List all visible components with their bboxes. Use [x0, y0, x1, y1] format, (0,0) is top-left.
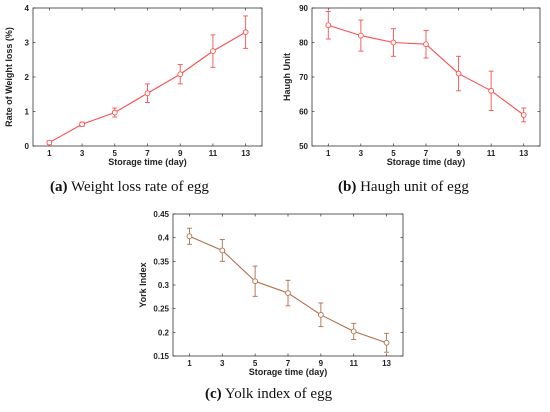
data-point [186, 233, 193, 240]
plot-area-frame [311, 7, 541, 147]
x-tick-label: 1 [326, 149, 331, 158]
y-tick-label: 80 [299, 39, 308, 48]
y-tick-label: 0.35 [153, 257, 169, 266]
x-tick-label: 3 [220, 359, 225, 368]
data-point [358, 32, 364, 39]
x-axis-label: Storage time (day) [387, 157, 466, 167]
x-tick-label: 1 [187, 359, 192, 368]
data-point [318, 311, 324, 318]
y-tick-label: 60 [299, 108, 308, 117]
x-tick-label: 13 [382, 359, 391, 368]
x-tick-label: 13 [241, 149, 250, 158]
x-axis-label: Storage time (day) [249, 367, 328, 377]
caption-c: (c) Yolk index of egg [205, 386, 332, 403]
y-tick-label: 1 [25, 108, 30, 117]
data-point [144, 90, 151, 97]
y-tick-label: 90 [299, 4, 308, 13]
data-point [325, 22, 332, 29]
y-tick-label: 2 [25, 73, 30, 82]
y-tick-label: 0 [25, 142, 30, 151]
y-tick-label: 4 [25, 4, 30, 13]
data-point [423, 41, 429, 48]
x-tick-label: 5 [253, 359, 258, 368]
x-tick-label: 7 [145, 149, 150, 158]
y-tick-label: 0.2 [158, 328, 170, 337]
caption-b-tag: (b) [338, 179, 357, 195]
y-axis-label: Rate of Weight loss (%) [4, 27, 14, 127]
caption-b: (b) Haugh unit of egg [338, 179, 469, 196]
data-point [252, 278, 258, 285]
data-point [488, 87, 494, 94]
data-point [219, 247, 226, 254]
caption-b-text: Haugh unit of egg [360, 179, 469, 195]
data-point [46, 139, 53, 146]
y-tick-label: 0.4 [158, 234, 170, 243]
x-tick-label: 7 [424, 149, 429, 158]
chart-panel-c: 1 3 5 7 9 11 130.150.20.250.30.350.40.45Storag… [138, 210, 404, 377]
plot-area-frame [32, 7, 263, 147]
x-tick-label: 3 [359, 149, 364, 158]
x-tick-label: 11 [209, 149, 218, 158]
data-point [350, 328, 357, 335]
data-point [390, 39, 397, 46]
x-tick-label: 7 [286, 359, 291, 368]
caption-c-tag: (c) [205, 386, 222, 402]
y-tick-label: 3 [25, 39, 30, 48]
y-axis-label: Haugh Unit [282, 53, 292, 101]
y-tick-label: 0.15 [153, 352, 169, 361]
data-point [210, 48, 216, 54]
x-tick-label: 11 [487, 149, 496, 158]
y-tick-label: 0.45 [153, 210, 169, 219]
x-axis-label: Storage time (day) [108, 157, 187, 167]
data-point [177, 71, 184, 78]
x-tick-label: 3 [80, 149, 85, 158]
caption-c-text: Yolk index of egg [224, 386, 333, 402]
y-tick-label: 50 [299, 142, 308, 151]
caption-a-tag: (a) [50, 179, 68, 195]
x-tick-label: 11 [349, 359, 358, 368]
data-point [285, 290, 291, 296]
data-point [111, 109, 118, 116]
y-tick-label: 0.3 [158, 281, 170, 290]
caption-a-text: Weight loss rate of egg [70, 179, 209, 195]
data-point [242, 29, 249, 36]
data-point [383, 339, 390, 346]
y-axis-label: York Index [138, 262, 148, 307]
x-tick-label: 5 [113, 149, 118, 158]
x-tick-label: 13 [519, 149, 528, 158]
x-tick-label: 5 [391, 149, 396, 158]
data-point [79, 121, 85, 128]
x-tick-label: 9 [319, 359, 324, 368]
data-point [455, 70, 462, 77]
caption-a: (a) Weight loss rate of egg [50, 179, 209, 196]
y-tick-label: 70 [299, 73, 308, 82]
x-tick-label: 9 [178, 149, 183, 158]
x-tick-label: 9 [456, 149, 461, 158]
data-point [520, 112, 527, 118]
y-tick-label: 0.25 [153, 305, 169, 314]
x-tick-label: 1 [47, 149, 52, 158]
